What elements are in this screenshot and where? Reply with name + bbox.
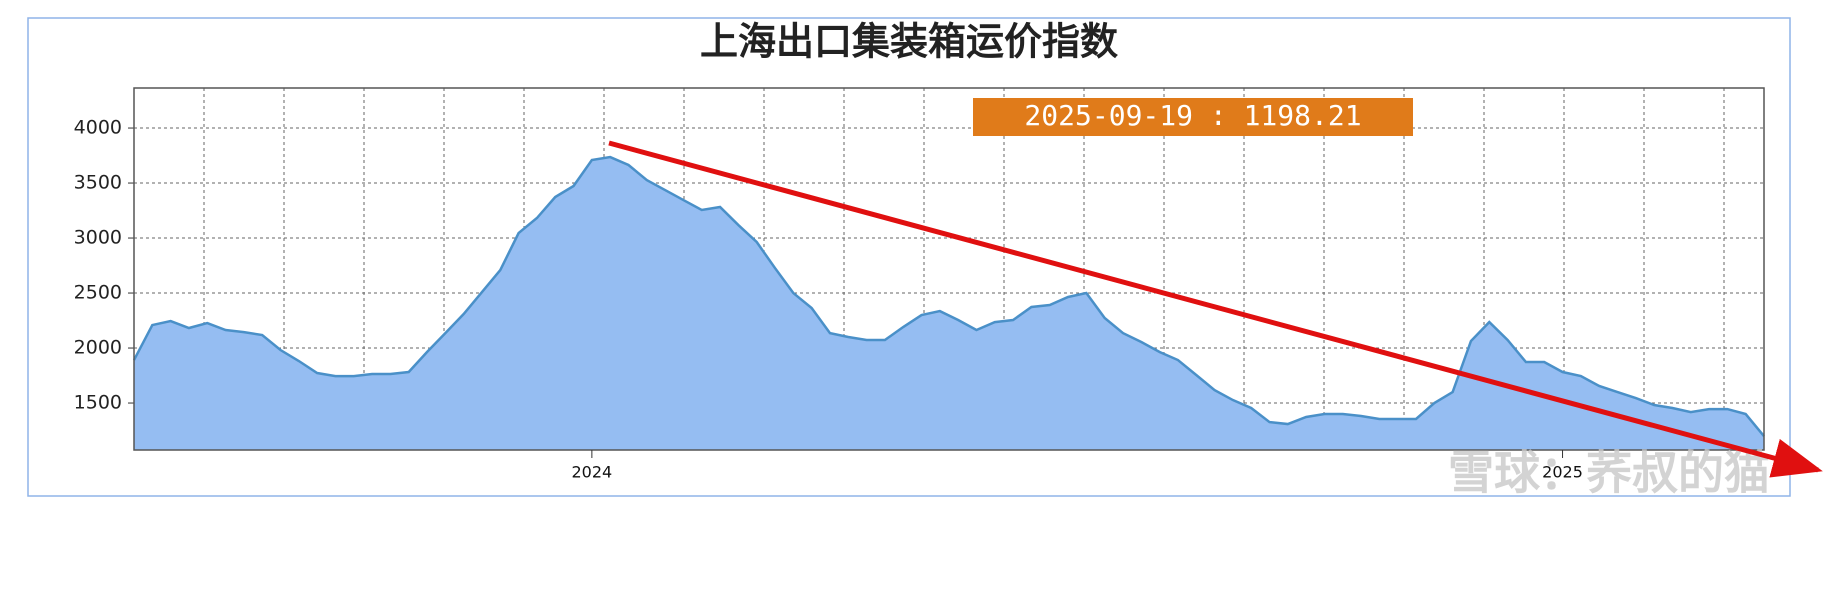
watermark: 雪球：荞叔的猫 xyxy=(1448,446,1770,500)
annotation-box xyxy=(973,98,1413,136)
trend-arrow xyxy=(608,140,1823,478)
x-tick-label: 2025 xyxy=(1542,463,1583,482)
y-tick-label: 2000 xyxy=(74,337,122,359)
y-tick-label: 3000 xyxy=(74,227,122,249)
y-tick-label: 1500 xyxy=(74,392,122,414)
plot: 1500 2000 2500 3000 3500 4000 2024 2025 xyxy=(74,87,1765,482)
y-tick-label: 2500 xyxy=(74,282,122,304)
line xyxy=(132,155,1765,438)
y-tick-label: 4000 xyxy=(74,117,122,139)
y-tick-label: 3500 xyxy=(74,172,122,194)
plot-border xyxy=(133,87,1765,451)
chart-title: 上海出口集装箱运价指数 xyxy=(700,20,1118,64)
area xyxy=(134,157,1764,450)
annotation: 2025-09-19 : 1198.21 xyxy=(1024,99,1361,132)
x-tick-label: 2024 xyxy=(572,463,613,482)
